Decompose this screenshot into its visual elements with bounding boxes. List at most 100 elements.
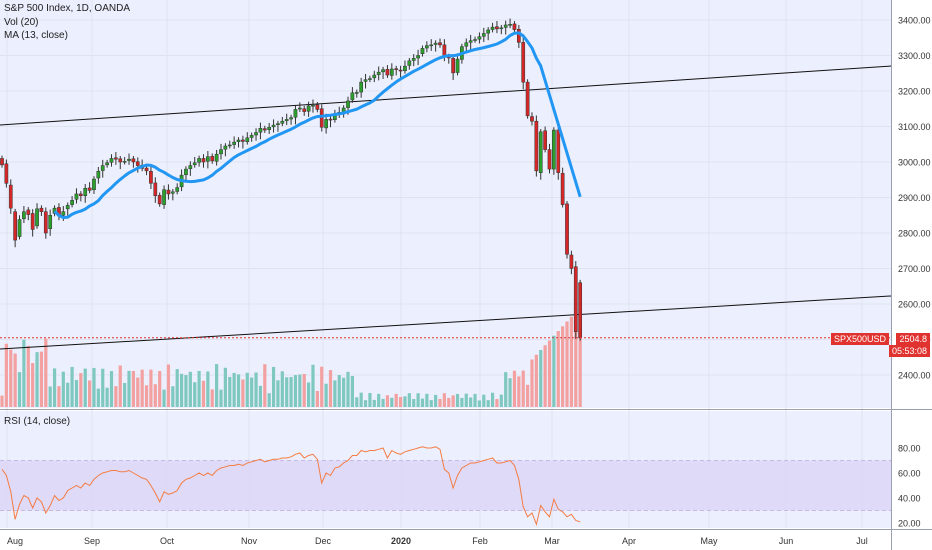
rsi-legend: RSI (14, close) bbox=[4, 416, 71, 427]
candle-body bbox=[481, 33, 486, 37]
price-tag: 2504.8 bbox=[896, 333, 930, 345]
volume-bar bbox=[39, 351, 44, 407]
candle-body bbox=[188, 165, 193, 169]
candle-body bbox=[135, 161, 140, 166]
time-tick-label: 2020 bbox=[391, 536, 411, 546]
candle-body bbox=[499, 27, 504, 30]
volume-bar bbox=[232, 372, 236, 407]
candle-body bbox=[87, 187, 92, 191]
volume-bar bbox=[153, 384, 157, 407]
volume-bar bbox=[131, 371, 135, 407]
candle-body bbox=[65, 205, 70, 210]
candle-body bbox=[74, 193, 79, 200]
rsi-line bbox=[1, 446, 581, 526]
volume-bar bbox=[223, 367, 227, 407]
candle-body bbox=[569, 254, 574, 269]
countdown-tag: 05:53:08 bbox=[888, 345, 930, 357]
volume-bar bbox=[578, 312, 582, 407]
price-tick-label: 3300.00 bbox=[898, 51, 931, 61]
volume-bar bbox=[464, 393, 468, 407]
volume-bar bbox=[149, 369, 153, 407]
volume-bar bbox=[44, 338, 48, 407]
candle-body bbox=[319, 108, 324, 128]
volume-bar bbox=[521, 370, 525, 407]
vol-legend: Vol (20) bbox=[4, 17, 39, 28]
candle-body bbox=[100, 165, 105, 171]
volume-bar bbox=[263, 364, 267, 407]
volume-bar bbox=[473, 393, 477, 407]
volume-bar bbox=[289, 377, 293, 407]
volume-bar bbox=[66, 382, 70, 407]
candle-body bbox=[249, 135, 254, 138]
candle-body bbox=[433, 42, 438, 45]
volume-bar bbox=[363, 400, 368, 407]
price-tick-label: 2900.00 bbox=[898, 193, 931, 203]
symbol-tag: SPX500USD bbox=[830, 333, 889, 345]
candle-body bbox=[280, 120, 285, 124]
ma-line bbox=[53, 31, 582, 219]
candle-body bbox=[573, 266, 578, 332]
price-tick-label: 3200.00 bbox=[898, 87, 931, 97]
candle-body bbox=[411, 58, 416, 61]
candle-body bbox=[324, 119, 328, 129]
volume-bar bbox=[171, 386, 175, 407]
candle-body bbox=[30, 213, 35, 230]
candle-body bbox=[105, 162, 109, 166]
candle-body bbox=[13, 211, 17, 241]
price-tick-label: 2700.00 bbox=[898, 264, 931, 274]
volume-bar bbox=[311, 364, 315, 407]
candle-body bbox=[227, 144, 232, 147]
candle-body bbox=[376, 71, 381, 75]
volume-bar bbox=[236, 374, 241, 407]
volume-bar bbox=[499, 394, 503, 407]
candle-body bbox=[109, 158, 114, 163]
volume-bar bbox=[17, 372, 22, 407]
candle-body bbox=[4, 163, 9, 184]
volume-bar bbox=[324, 383, 328, 407]
volume-bar bbox=[574, 312, 578, 407]
volume-bar bbox=[228, 376, 232, 407]
candle-body bbox=[346, 100, 350, 108]
volume-bar bbox=[22, 339, 26, 407]
time-tick-label: Aug bbox=[7, 536, 23, 546]
candlesticks bbox=[0, 18, 583, 341]
volume-bar bbox=[438, 398, 442, 407]
ma-legend: MA (13, close) bbox=[4, 30, 68, 41]
time-tick-label: Sep bbox=[84, 536, 100, 546]
candle-body bbox=[219, 149, 223, 155]
candle-body bbox=[245, 137, 250, 143]
candle-body bbox=[297, 107, 302, 110]
candle-body bbox=[556, 129, 561, 173]
volume-bar bbox=[276, 380, 280, 407]
candle-body bbox=[70, 200, 74, 205]
volume-bar bbox=[215, 364, 219, 407]
volume-bar bbox=[368, 392, 372, 407]
volume-bar bbox=[342, 377, 346, 407]
volume-bar bbox=[333, 380, 337, 407]
candle-body bbox=[118, 158, 123, 163]
volume-bar bbox=[31, 363, 35, 407]
candle-body bbox=[416, 55, 420, 59]
volume-bar bbox=[569, 316, 573, 407]
volume-bar bbox=[434, 394, 438, 407]
candle-body bbox=[8, 184, 13, 209]
volume-bar bbox=[543, 345, 547, 407]
volume-bar bbox=[245, 372, 249, 407]
candle-body bbox=[61, 211, 66, 216]
volume-bar bbox=[241, 379, 245, 407]
volume-bar bbox=[74, 379, 79, 407]
rsi-tick-label: 40.00 bbox=[898, 494, 921, 504]
volume-bar bbox=[267, 393, 271, 407]
candle-body bbox=[83, 188, 88, 196]
chart-title: S&P 500 Index, 1D, OANDA bbox=[4, 3, 130, 14]
volume-bar bbox=[250, 377, 254, 407]
price-pane-bg bbox=[0, 0, 891, 408]
volume-bar bbox=[337, 375, 341, 407]
candle-body bbox=[184, 168, 188, 176]
candle-body bbox=[521, 42, 526, 83]
volume-bar bbox=[219, 389, 223, 407]
volume-bar bbox=[197, 370, 201, 407]
time-tick-label: Nov bbox=[241, 536, 258, 546]
volume-bars bbox=[0, 312, 582, 407]
volume-bar bbox=[201, 380, 206, 407]
